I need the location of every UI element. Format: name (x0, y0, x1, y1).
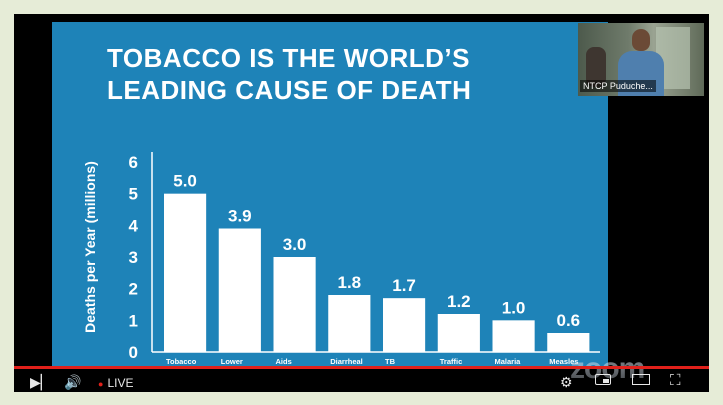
y-tick-label-3: 3 (129, 248, 138, 267)
video-player[interactable]: TOBACCO IS THE WORLD’S LEADING CAUSE OF … (14, 14, 709, 392)
miniplayer-icon[interactable] (595, 374, 611, 385)
bar-6 (492, 320, 535, 352)
y-tick-label-4: 4 (129, 216, 139, 235)
live-label: LIVE (107, 376, 134, 390)
data-label-0: 5.0 (173, 172, 197, 191)
category-label-6-0: Malaria (495, 357, 522, 366)
webcam-person-head (632, 29, 650, 51)
webcam-participant-name: NTCP Puduche... (580, 80, 656, 92)
data-label-3: 1.8 (338, 273, 362, 292)
presentation-slide: TOBACCO IS THE WORLD’S LEADING CAUSE OF … (52, 22, 608, 369)
slide-title: TOBACCO IS THE WORLD’S LEADING CAUSE OF … (107, 42, 577, 106)
y-tick-label-1: 1 (129, 311, 138, 330)
bar-7 (547, 333, 590, 352)
y-tick-label-0: 0 (129, 343, 138, 362)
data-label-5: 1.2 (447, 292, 471, 311)
category-label-1-0: Lower (221, 357, 243, 366)
bar-1 (218, 228, 261, 352)
category-label-3-0: Diarrheal (330, 357, 363, 366)
y-axis-label: Deaths per Year (millions) (82, 161, 98, 333)
category-label-7-0: Measles (549, 357, 578, 366)
bar-3 (328, 295, 371, 352)
data-label-1: 3.9 (228, 207, 252, 226)
category-label-4-0: TB (385, 357, 396, 366)
data-label-7: 0.6 (557, 311, 581, 330)
bar-2 (273, 257, 316, 352)
data-label-4: 1.7 (392, 276, 416, 295)
category-label-2-0: Aids (276, 357, 292, 366)
y-tick-label-2: 2 (129, 280, 138, 299)
bar-4 (383, 298, 426, 352)
skip-next-icon[interactable]: ▶▏ (30, 374, 52, 390)
bar-5 (437, 314, 480, 352)
player-controls: ▶▏ 🔊 ● LIVE ⚙ ⛶ (14, 366, 709, 392)
bar-chart: 0 1 2 3 4 5 6 Deaths per Year (millions) 5.0 Toba… (82, 152, 600, 369)
webcam-person-secondary (586, 47, 606, 87)
bar-0 (164, 193, 207, 352)
fullscreen-icon[interactable]: ⛶ (670, 372, 681, 389)
slide-title-line-2: LEADING CAUSE OF DEATH (107, 75, 472, 105)
live-indicator: ● LIVE (98, 374, 133, 392)
y-tick-label-6: 6 (129, 153, 138, 172)
volume-icon[interactable]: 🔊 (64, 374, 82, 390)
theater-mode-icon[interactable] (632, 374, 650, 385)
progress-bar[interactable] (14, 366, 709, 369)
webcam-thumbnail[interactable]: NTCP Puduche... (578, 23, 704, 96)
category-label-5-0: Traffic (440, 357, 463, 366)
live-dot-icon: ● (98, 379, 104, 389)
y-tick-label-5: 5 (129, 185, 138, 204)
data-label-6: 1.0 (502, 298, 526, 317)
gear-icon[interactable]: ⚙ (560, 374, 573, 390)
category-label-0-0: Tobacco (166, 357, 197, 366)
slide-title-line-1: TOBACCO IS THE WORLD’S (107, 43, 470, 73)
progress-fill (14, 366, 709, 369)
data-label-2: 3.0 (283, 235, 307, 254)
